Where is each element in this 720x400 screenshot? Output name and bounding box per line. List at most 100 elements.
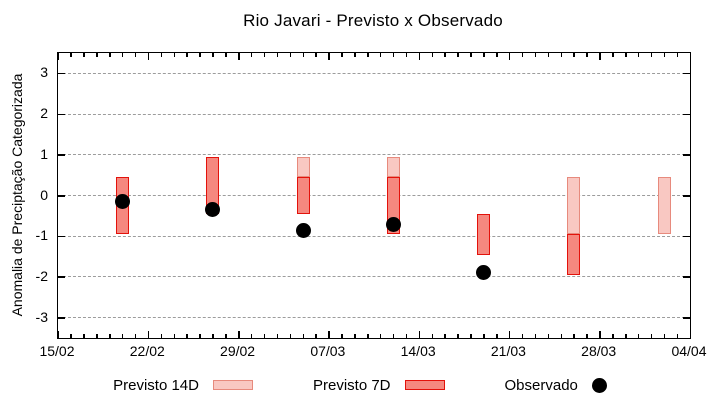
x-minor-tick xyxy=(70,334,72,338)
x-minor-tick-top xyxy=(96,53,98,57)
x-major-tick xyxy=(418,331,421,338)
x-minor-tick-top xyxy=(431,53,434,57)
x-tick-label: 28/03 xyxy=(581,343,617,359)
x-minor-tick-top xyxy=(444,53,446,57)
forecast-band-7d xyxy=(296,177,310,214)
x-minor-tick-top xyxy=(586,53,588,57)
legend-item-previsto-7d: Previsto 7D xyxy=(313,377,445,394)
x-minor-tick xyxy=(392,334,395,338)
x-tick-label: 07/03 xyxy=(310,343,346,359)
x-minor-tick xyxy=(134,334,137,338)
x-minor-tick-top xyxy=(263,53,266,57)
x-major-tick xyxy=(57,331,59,338)
y-tick-right xyxy=(683,276,690,278)
x-tick-label: 04/04 xyxy=(671,343,707,359)
gridline-y1 xyxy=(58,154,690,156)
x-minor-tick xyxy=(534,334,537,338)
x-minor-tick-top xyxy=(186,53,188,57)
x-minor-tick xyxy=(676,334,679,338)
x-minor-tick-top xyxy=(637,53,640,57)
x-major-tick-top xyxy=(57,53,59,60)
x-major-tick xyxy=(508,331,511,338)
x-major-tick xyxy=(147,331,150,338)
y-tick-left xyxy=(58,317,65,319)
x-minor-tick xyxy=(586,334,588,338)
x-minor-tick-top xyxy=(496,53,498,57)
x-minor-tick xyxy=(444,334,446,338)
forecast-band-14d xyxy=(386,156,400,178)
x-tick-label: 21/03 xyxy=(490,343,526,359)
plot-area xyxy=(57,52,691,339)
x-minor-tick xyxy=(379,334,382,338)
y-tick-right xyxy=(683,317,690,319)
x-minor-tick xyxy=(560,334,563,338)
x-minor-tick xyxy=(289,334,292,338)
x-minor-tick-top xyxy=(483,53,485,57)
x-minor-tick-top xyxy=(109,53,111,57)
x-minor-tick xyxy=(470,334,472,338)
observado-dot-icon xyxy=(591,377,607,393)
x-major-tick-top xyxy=(599,53,601,60)
legend: Previsto 14D Previsto 7D Observado xyxy=(0,374,720,396)
x-minor-tick xyxy=(83,334,85,338)
x-minor-tick xyxy=(625,334,627,338)
y-tick-left xyxy=(58,154,65,156)
x-minor-tick xyxy=(663,334,666,338)
x-minor-tick xyxy=(173,334,176,338)
x-minor-tick xyxy=(612,334,614,338)
legend-item-observado: Observado xyxy=(505,377,607,394)
x-minor-tick-top xyxy=(173,53,176,57)
y-tick-label: 0 xyxy=(40,186,48,203)
x-minor-tick-top xyxy=(405,53,408,57)
x-minor-tick xyxy=(109,334,111,338)
x-minor-tick xyxy=(276,334,279,338)
x-minor-tick xyxy=(521,334,524,338)
x-minor-tick-top xyxy=(212,53,214,57)
x-major-tick xyxy=(238,331,240,338)
gridline-y3 xyxy=(58,72,690,74)
x-minor-tick-top xyxy=(121,53,124,57)
y-tick-label: -1 xyxy=(35,227,48,244)
x-minor-tick-top xyxy=(573,53,575,57)
gridline-y-1 xyxy=(58,235,690,237)
x-major-tick-top xyxy=(328,53,330,60)
gridline-y2 xyxy=(58,113,690,115)
x-minor-tick-top xyxy=(250,53,253,57)
x-major-tick-top xyxy=(147,53,150,60)
x-minor-tick xyxy=(457,334,459,338)
y-tick-right xyxy=(683,195,690,197)
x-minor-tick xyxy=(263,334,266,338)
x-minor-tick-top xyxy=(315,53,317,57)
y-tick-label: -2 xyxy=(35,267,48,284)
x-minor-tick xyxy=(315,334,317,338)
previsto-7d-swatch-icon xyxy=(404,380,445,390)
x-minor-tick xyxy=(341,334,343,338)
x-minor-tick-top xyxy=(392,53,395,57)
forecast-band-14d xyxy=(657,177,671,235)
observed-point xyxy=(205,202,221,218)
observed-point xyxy=(114,194,130,210)
observed-point xyxy=(385,216,401,232)
x-minor-tick-top xyxy=(70,53,72,57)
x-minor-tick-top xyxy=(199,53,201,57)
y-tick-left xyxy=(58,276,65,278)
x-minor-tick-top xyxy=(676,53,679,57)
gridline-y-2 xyxy=(58,276,690,278)
x-minor-tick xyxy=(121,334,124,338)
legend-item-previsto-14d: Previsto 14D xyxy=(113,377,253,394)
x-minor-tick-top xyxy=(289,53,292,57)
y-tick-left xyxy=(58,235,65,238)
x-minor-tick-top xyxy=(341,53,343,57)
previsto-14d-swatch-icon xyxy=(212,380,253,390)
x-minor-tick-top xyxy=(612,53,614,57)
x-minor-tick-top xyxy=(650,53,653,57)
x-minor-tick-top xyxy=(560,53,563,57)
x-minor-tick xyxy=(431,334,434,338)
x-minor-tick-top xyxy=(354,53,356,57)
x-minor-tick xyxy=(160,334,163,338)
legend-label-previsto-7d: Previsto 7D xyxy=(312,376,391,394)
x-minor-tick-top xyxy=(134,53,137,57)
x-minor-tick xyxy=(483,334,485,338)
x-minor-tick xyxy=(302,334,305,338)
x-minor-tick-top xyxy=(367,53,369,57)
